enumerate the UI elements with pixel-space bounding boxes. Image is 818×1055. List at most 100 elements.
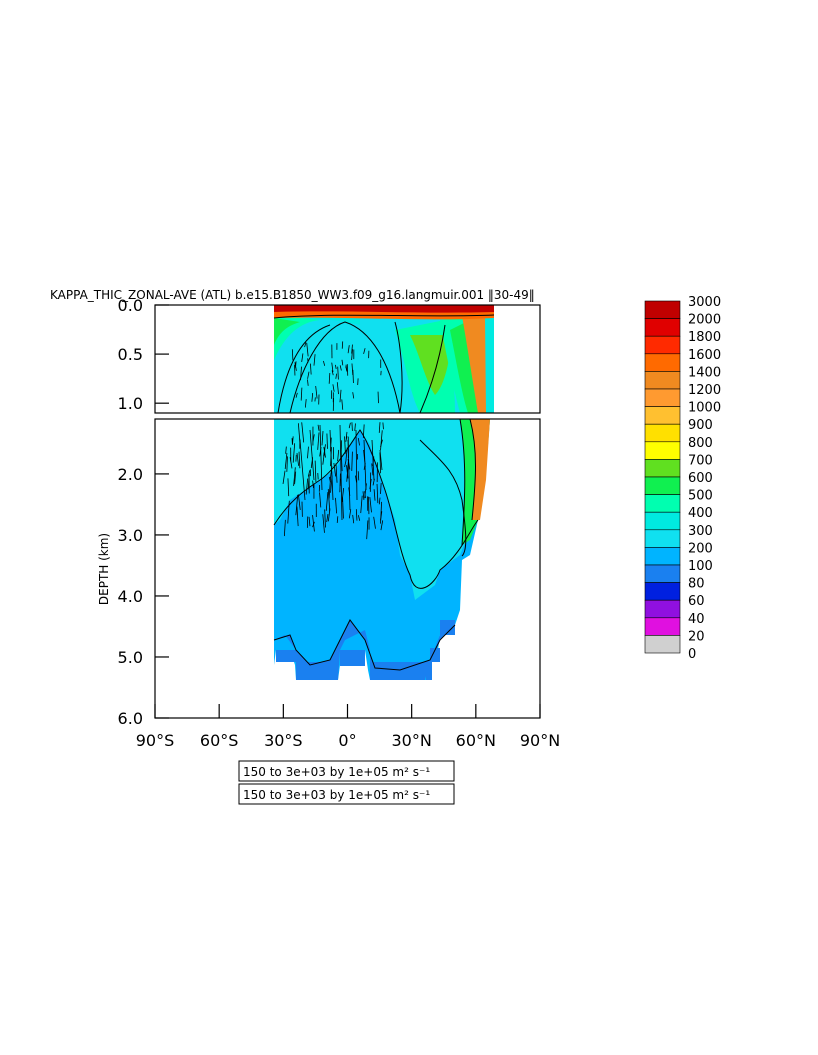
contour-stroke [311, 393, 314, 402]
contour-stroke [352, 514, 355, 524]
contour-stroke [331, 370, 334, 376]
contour-info-text-2: 150 to 3e+03 by 1e+05 m² s⁻¹ [243, 788, 430, 802]
x-tick-label: 30°S [264, 731, 303, 750]
contour-stroke [326, 514, 329, 523]
contour-stroke [337, 449, 340, 462]
y-tick-label: 5.0 [118, 648, 143, 667]
contour-stroke [363, 449, 366, 467]
contour-stroke [307, 470, 311, 477]
contour-stroke [335, 364, 337, 370]
contour-stroke [351, 363, 354, 376]
colorbar-label: 1200 [688, 383, 721, 398]
colorbar-swatch [644, 441, 681, 460]
x-tick-label: 0° [338, 731, 356, 750]
contour-stroke [333, 462, 337, 477]
contour-stroke [340, 440, 343, 461]
y-axis-bottom: 2.0 3.0 4.0 5.0 6.0 [118, 465, 169, 728]
contour-stroke [336, 382, 339, 395]
colorbar-swatch [644, 353, 681, 372]
contour-stroke [284, 452, 288, 470]
x-tick-label: 30°N [392, 731, 432, 750]
bottom-panel-field [273, 419, 490, 680]
colorbar-swatch [644, 494, 681, 513]
colorbar-label: 60 [688, 594, 705, 609]
colorbar-swatch [644, 582, 681, 601]
contour-stroke [317, 432, 320, 450]
contour-stroke [348, 487, 351, 497]
contour-stroke [346, 461, 349, 482]
colorbar-swatch [644, 423, 681, 443]
chart-title: KAPPA_THIC_ZONAL-AVE (ATL) b.e15.B1850_W… [50, 288, 535, 302]
contour-stroke [369, 497, 372, 513]
contour-stroke [372, 456, 375, 466]
colorbar-label: 80 [688, 577, 705, 592]
contour-stroke [342, 497, 344, 519]
y-tick-label: 0.5 [118, 345, 143, 364]
contour-stroke [322, 514, 325, 533]
contour-stroke [307, 379, 309, 386]
contour-stroke [362, 491, 365, 500]
contour-stroke [330, 466, 333, 478]
colorbar-swatch [644, 318, 681, 337]
contour-stroke [307, 446, 309, 459]
contour-stroke [298, 451, 301, 469]
contour-stroke [312, 480, 314, 488]
contour-stroke [321, 431, 324, 446]
colorbar-label: 600 [688, 471, 713, 486]
contour-stroke [286, 456, 288, 472]
contour-stroke [327, 489, 331, 512]
contour-stroke [341, 399, 344, 410]
contour-noise [282, 341, 384, 540]
contour-stroke [351, 349, 353, 361]
contour-stroke [362, 424, 365, 438]
contour-stroke [301, 422, 305, 443]
contour-stroke [307, 371, 310, 379]
colorbar-label: 100 [688, 559, 713, 574]
contour-stroke [308, 516, 311, 527]
colorbar-swatch [644, 635, 681, 654]
y-tick-label: 1.0 [118, 394, 143, 413]
contour-stroke [380, 439, 383, 448]
contour-stroke [357, 515, 361, 521]
contour-stroke [363, 348, 366, 354]
contour-stroke [295, 392, 298, 398]
contour-stroke [357, 471, 360, 481]
contour-stroke [312, 514, 315, 532]
contour-stroke [317, 424, 320, 431]
contour-stroke [325, 492, 329, 511]
colorbar-swatch [644, 459, 681, 478]
contour-stroke [323, 360, 326, 366]
contour-stroke [378, 497, 381, 505]
contour-stroke [297, 423, 301, 442]
contour-stroke [376, 483, 379, 504]
contour-stroke [313, 354, 316, 366]
contour-stroke [378, 422, 381, 433]
contour-stroke [301, 353, 304, 362]
colorbar-swatch [644, 564, 681, 583]
x-axis: 90°S 60°S 30°S 0° 30°N 60°N 90°N [136, 704, 560, 750]
contour-stroke [295, 494, 299, 516]
top-panel-frame [154, 304, 541, 414]
y-axis-top: 0.0 0.5 1.0 [118, 296, 169, 413]
contour-stroke [330, 437, 332, 452]
contour-stroke [310, 363, 312, 375]
contour-stroke [298, 494, 301, 511]
contour-stroke [324, 509, 326, 528]
contour-stroke [379, 452, 381, 474]
colorbar-swatch [644, 300, 681, 319]
colorbar-label: 300 [688, 524, 713, 539]
contour-stroke [352, 392, 355, 399]
contour-stroke [300, 366, 302, 381]
contour-stroke [348, 509, 352, 519]
colorbar-label: 2000 [688, 313, 721, 328]
contour-stroke [335, 497, 337, 514]
colorbar-swatch [644, 406, 681, 425]
contour-stroke [345, 447, 348, 461]
contour-stroke [310, 457, 314, 469]
contour-stroke [380, 520, 384, 531]
contour-stroke [336, 516, 339, 523]
contour-stroke [319, 492, 322, 508]
colorbar-swatch [644, 599, 681, 619]
colorbar-swatch [644, 335, 681, 355]
contour-stroke [335, 373, 337, 379]
